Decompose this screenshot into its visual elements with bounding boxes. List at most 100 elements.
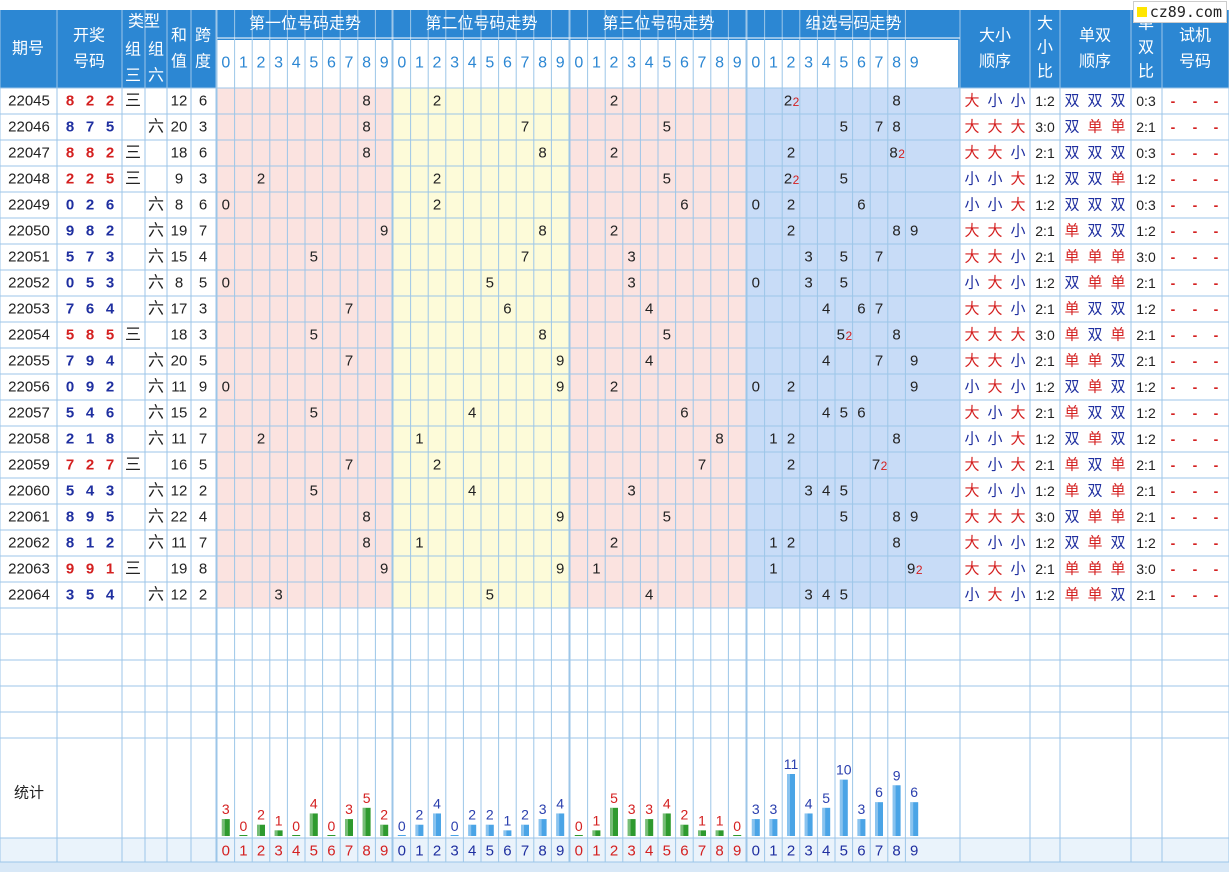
oe-order: 单 [1064,587,1079,604]
pos2-hit: 1 [415,535,423,552]
row-period: 22060 [8,483,50,500]
bs-order: 大 [987,249,1002,266]
bs-ratio: 3:0 [1035,509,1055,525]
pos1-hit: 8 [362,93,370,110]
draw-number: 2 [106,93,114,110]
oe-ratio: 1:2 [1136,301,1156,317]
pos3-bar [680,824,689,836]
draw-number: 9 [86,561,94,578]
draw-number: 2 [86,93,94,110]
bs-order: 大 [1010,197,1025,214]
pos2-bar-label: 2 [521,807,529,823]
bs-order: 小 [987,93,1002,110]
row-sum: 22 [171,509,188,526]
header-span: 度 [195,53,211,71]
draw-number: 7 [106,457,114,474]
row-period: 22045 [8,93,50,110]
row-span: 2 [199,587,207,604]
row-type: 六 [148,274,164,292]
trial-dash: - [1171,561,1176,577]
bs-order: 大 [987,587,1002,604]
pos1-bar [274,830,283,836]
header-digit-8: 8 [715,55,724,72]
row-period: 22050 [8,223,50,240]
pos1-hit: 8 [362,535,370,552]
bs-order: 大 [964,483,979,500]
group-hit: 5 [840,405,848,422]
site-watermark[interactable]: cz89.com [1132,1,1227,23]
oe-order: 单 [1110,249,1125,266]
group-hit: 1 [769,431,777,448]
row-span: 6 [199,145,207,162]
pos2-bar [485,824,494,836]
row-type: 六 [148,534,164,552]
bs-order: 小 [1010,93,1025,110]
pos1-bar-label: 3 [222,801,230,817]
pos1-stat-digit: 3 [274,843,282,860]
row-type: 六 [148,508,164,526]
group-hit: 4 [822,353,830,370]
oe-order: 单 [1087,275,1102,292]
header-span: 跨 [195,27,211,45]
header-digit-1: 1 [769,55,778,72]
pos1-hit: 7 [345,353,353,370]
row-sum: 9 [175,171,183,188]
group-hit: 2 [787,145,795,162]
draw-number: 8 [86,327,94,344]
group-hit: 7 [872,457,880,474]
pos3-hit: 3 [627,275,635,292]
oe-ratio: 0:3 [1136,93,1156,109]
pos2-hit: 8 [538,145,546,162]
draw-number: 2 [86,457,94,474]
trial-dash: - [1171,353,1176,369]
header-pos3: 第三位号码走势 [602,15,714,33]
oe-ratio: 2:1 [1136,327,1156,343]
header-digit-4: 4 [468,55,477,72]
pos1-stat-digit: 9 [380,843,388,860]
row-sum: 19 [171,561,188,578]
bs-order: 大 [987,353,1002,370]
bs-order: 大 [1010,327,1025,344]
pos3-hit: 6 [680,197,688,214]
bs-ratio: 2:1 [1035,457,1055,473]
pos1-bar [380,824,389,836]
pos3-bar-label: 0 [575,818,583,834]
pos3-stat-digit: 8 [715,843,723,860]
pos1-bar-label: 2 [380,807,388,823]
pos2-bar-label: 4 [556,795,564,811]
bs-ratio: 2:1 [1035,561,1055,577]
header-digit-3: 3 [804,55,813,72]
bs-order: 大 [964,93,979,110]
pos3-bar-label: 3 [628,801,636,817]
pos1-bar-label: 0 [292,818,300,834]
header-period: 期号 [12,40,44,58]
oe-ratio: 3:0 [1136,561,1156,577]
bs-order: 小 [1010,353,1025,370]
group-hit: 9 [910,379,918,396]
row-type: 六 [148,430,164,448]
trial-dash: - [1214,457,1219,473]
bs-ratio: 2:1 [1035,145,1055,161]
bs-order: 小 [1010,249,1025,266]
row-period: 22052 [8,275,50,292]
pos2-bar-label: 1 [504,812,512,828]
pos2-hit: 2 [433,457,441,474]
bs-order: 大 [987,301,1002,318]
pos1-bar [362,807,371,836]
draw-number: 7 [66,353,74,370]
oe-order: 单 [1087,379,1102,396]
row-span: 9 [199,379,207,396]
pos1-stat-digit: 0 [222,843,230,860]
group-hit: 4 [822,405,830,422]
oe-order: 单 [1064,561,1079,578]
bs-ratio: 2:1 [1035,301,1055,317]
pos3-stat-digit: 9 [733,843,741,860]
row-sum: 11 [171,431,187,448]
group-bar [892,785,901,836]
pos1-hit: 9 [380,561,388,578]
pos2-bar [415,824,424,836]
row-type: 三 [125,327,141,344]
row-period: 22053 [8,301,50,318]
group-stat-digit: 5 [840,843,848,860]
row-span: 7 [199,535,207,552]
